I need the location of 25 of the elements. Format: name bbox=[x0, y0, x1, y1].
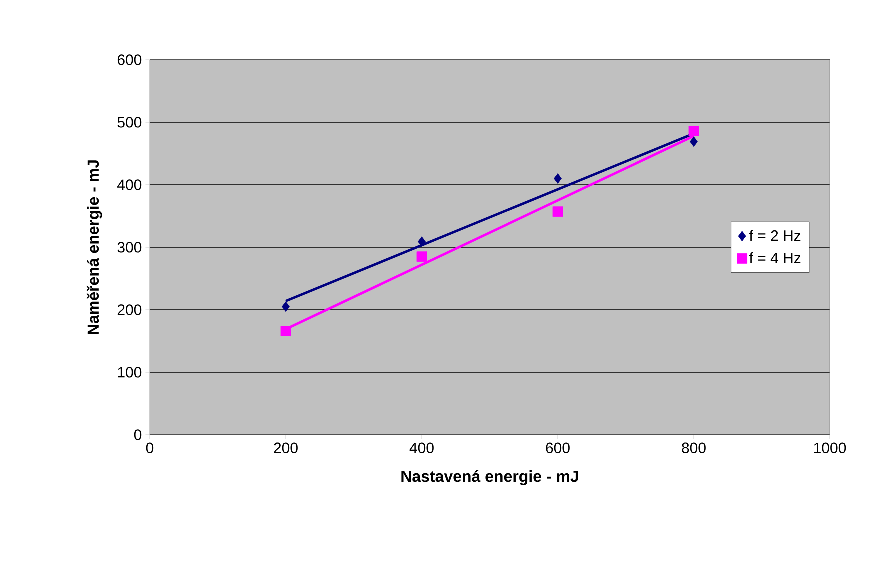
y-tick-label: 0 bbox=[134, 430, 142, 440]
y-tick-label: 600 bbox=[118, 54, 142, 66]
point bbox=[280, 326, 292, 336]
point bbox=[554, 174, 562, 184]
y-tick-label: 300 bbox=[118, 242, 142, 253]
x-tick-label: 800 bbox=[682, 442, 706, 454]
x-tick-label: 600 bbox=[546, 442, 570, 454]
y-tick-label: 200 bbox=[118, 304, 142, 316]
x-tick-label: 1000 bbox=[814, 442, 846, 454]
point bbox=[282, 302, 290, 312]
x-tick-label: 0 bbox=[146, 442, 154, 454]
y-tick-label: 400 bbox=[118, 180, 142, 190]
y-tick-label: 500 bbox=[118, 117, 142, 128]
y-tick-label: 100 bbox=[118, 367, 142, 378]
point bbox=[688, 126, 700, 136]
point bbox=[416, 252, 428, 262]
point bbox=[552, 206, 564, 218]
x-tick-label: 200 bbox=[274, 442, 298, 454]
y-axis-title: Naměřená energie - mJ bbox=[86, 160, 102, 334]
legend-label: f = 2 Hz bbox=[750, 230, 801, 241]
point bbox=[418, 236, 426, 248]
x-tick-label: 400 bbox=[410, 442, 434, 454]
x-axis-title: Nastavená energie - mJ bbox=[402, 470, 578, 486]
point bbox=[690, 136, 698, 148]
legend-label: f = 4 Hz bbox=[750, 252, 801, 264]
